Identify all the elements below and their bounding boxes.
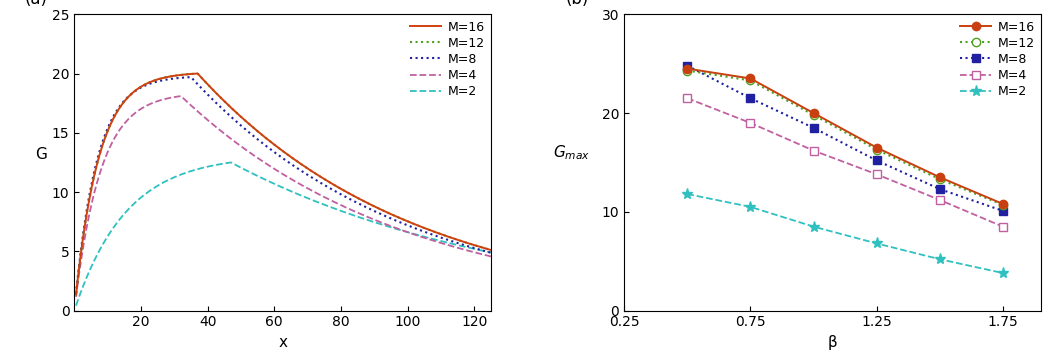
X-axis label: β: β: [827, 335, 837, 350]
Text: (b): (b): [566, 0, 589, 8]
Y-axis label: $G_{max}$: $G_{max}$: [552, 144, 589, 162]
Y-axis label: G: G: [35, 147, 47, 162]
Legend: M=16, M=12, M=8, M=4, M=2: M=16, M=12, M=8, M=4, M=2: [410, 21, 484, 98]
X-axis label: x: x: [278, 335, 287, 350]
Legend: M=16, M=12, M=8, M=4, M=2: M=16, M=12, M=8, M=4, M=2: [960, 21, 1034, 98]
Text: (a): (a): [24, 0, 48, 8]
